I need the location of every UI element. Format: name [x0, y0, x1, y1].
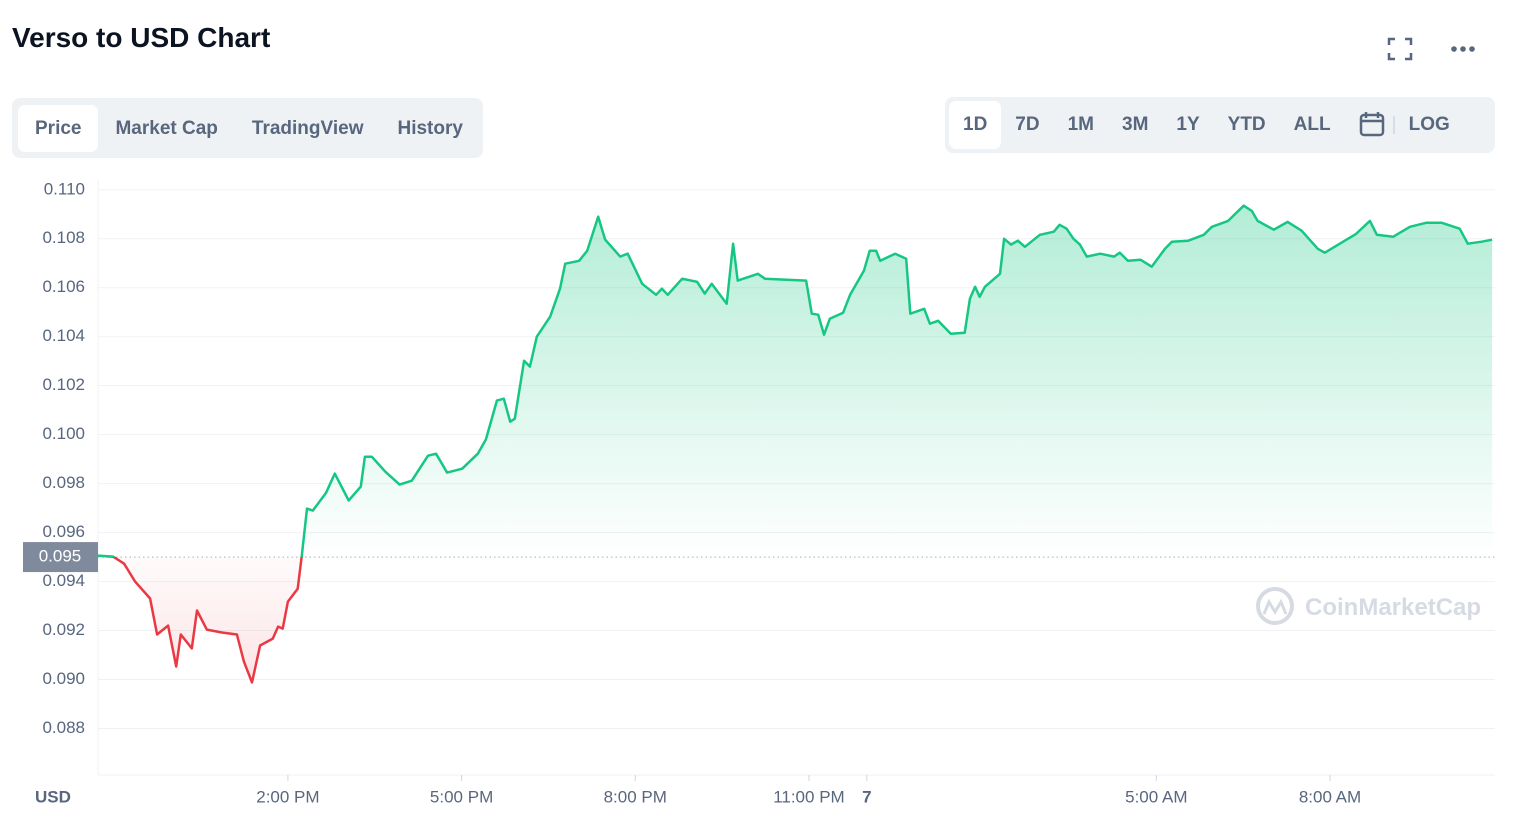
fullscreen-icon[interactable] — [1387, 37, 1413, 61]
range-button[interactable]: 3M — [1122, 114, 1149, 135]
tab[interactable]: Market Cap — [115, 117, 218, 139]
x-tick-label: 5:00 PM — [430, 787, 493, 806]
calendar-icon[interactable] — [1345, 110, 1395, 140]
y-tick-label: 0.088 — [42, 718, 85, 737]
y-tick-label: 0.100 — [42, 424, 85, 443]
log-button[interactable]: LOG — [1408, 114, 1450, 135]
range-bar: 1D 7D 1M 3M 1Y YTD ALL LOG — [945, 97, 1495, 153]
x-tick-label: 8:00 AM — [1299, 787, 1361, 806]
tab-bar: Price Market Cap TradingView History — [12, 98, 483, 158]
watermark-text: CoinMarketCap — [1305, 594, 1481, 621]
y-tick-label: 0.110 — [44, 179, 85, 198]
price-line — [97, 204, 1493, 684]
y-tick-label: 0.096 — [42, 522, 85, 541]
x-tick-label: 11:00 PM — [773, 787, 845, 806]
y-tick-label: 0.102 — [42, 375, 85, 394]
range-button[interactable]: 1Y — [1176, 114, 1200, 135]
y-tick-label: 0.098 — [42, 473, 85, 492]
y-tick-label: 0.104 — [42, 326, 85, 345]
toolbar-icons — [1387, 37, 1475, 61]
x-tick-label: 5:00 AM — [1125, 787, 1187, 806]
baseline-label-box — [23, 542, 98, 573]
more-icon[interactable] — [1451, 46, 1475, 52]
y-tick-label: 0.108 — [42, 228, 85, 247]
tab[interactable]: TradingView — [251, 117, 364, 139]
y-axis-label: USD — [35, 787, 71, 806]
tab[interactable]: History — [397, 117, 463, 139]
price-area — [98, 205, 1493, 683]
y-tick-label: 0.090 — [42, 669, 85, 688]
x-tick-label: 2:00 PM — [256, 787, 319, 806]
range-button[interactable]: YTD — [1227, 114, 1266, 135]
y-tick-label: 0.094 — [42, 571, 85, 590]
y-tick-label: 0.106 — [42, 277, 85, 296]
range-button[interactable]: 7D — [1015, 114, 1040, 135]
watermark: CoinMarketCap — [1256, 587, 1481, 625]
baseline-label: 0.095 — [39, 547, 82, 566]
chart-title: Verso to USD Chart — [12, 22, 271, 53]
x-tick-label: 8:00 PM — [604, 787, 667, 806]
range-button[interactable]: 1D — [949, 101, 1002, 149]
range-button[interactable]: 1M — [1067, 114, 1094, 135]
range-button[interactable]: ALL — [1293, 114, 1331, 135]
tab[interactable]: Price — [18, 104, 99, 152]
x-tick-label: 7 — [862, 787, 871, 806]
y-tick-label: 0.092 — [42, 620, 85, 639]
